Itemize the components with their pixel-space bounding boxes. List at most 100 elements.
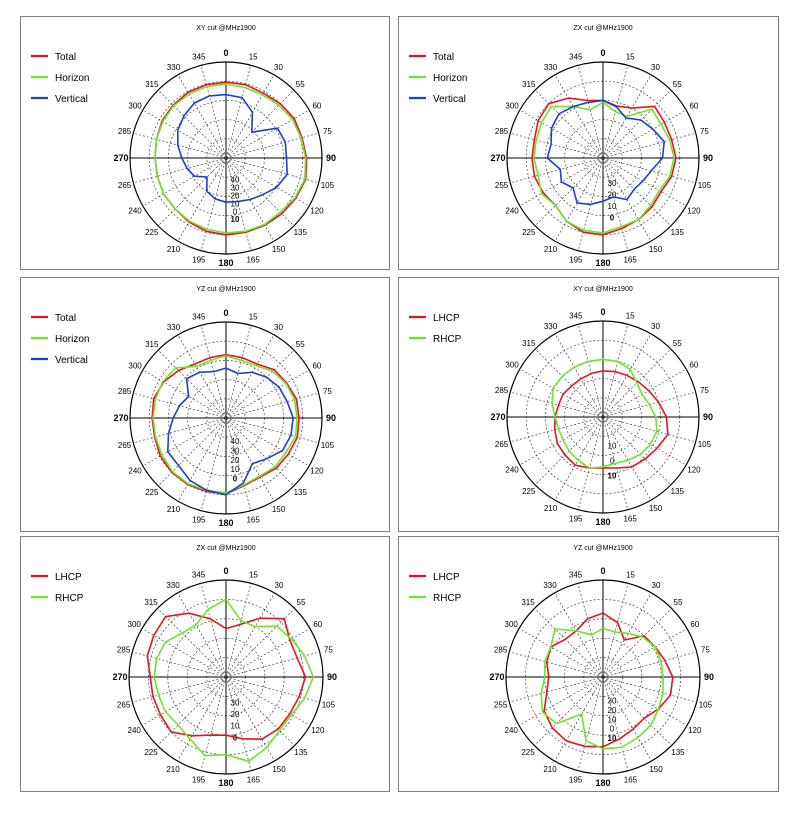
grid-spoke	[133, 157, 227, 184]
angle-label: 90	[326, 153, 336, 163]
angle-label: 330	[544, 63, 558, 72]
grid-spoke	[225, 676, 252, 771]
grid-spoke	[577, 65, 604, 159]
angle-label: 55	[674, 598, 683, 607]
grid-spoke	[225, 676, 320, 703]
angle-label: 60	[689, 361, 698, 370]
radial-tick-label: 20	[608, 191, 617, 200]
angle-label: 150	[272, 505, 286, 514]
radial-tick-label: 0	[610, 214, 615, 223]
series-trace	[531, 97, 677, 236]
grid-spoke	[602, 676, 652, 762]
grid-spoke	[577, 583, 604, 678]
grid-spoke	[510, 157, 604, 184]
legend-label: Vertical	[55, 94, 88, 105]
grid-spoke	[509, 676, 604, 703]
angle-label: 285	[118, 127, 132, 136]
angle-label: 75	[701, 646, 710, 655]
angle-label: 90	[703, 153, 713, 163]
grid-spoke	[142, 417, 227, 467]
grid-spoke	[132, 651, 227, 678]
angle-label: 135	[294, 748, 308, 757]
angle-label: 300	[128, 620, 142, 629]
grid-spoke	[602, 416, 652, 501]
chart-title: XY cut @MHz1900	[196, 25, 256, 32]
grid-spoke	[200, 676, 227, 771]
angle-label: 150	[272, 765, 286, 774]
angle-label: 55	[296, 340, 305, 349]
polar-chart-yz-cut-polarization: YZ cut @MHz1900 0 15 30 55 60 75 90 105 120 135 150…	[409, 545, 714, 788]
grid-spoke	[534, 608, 604, 678]
grid-spoke	[510, 132, 604, 159]
angle-label: 120	[310, 207, 324, 216]
series-trace	[533, 101, 675, 234]
angle-label: 265	[118, 441, 132, 450]
grid-spoke	[225, 157, 310, 207]
angle-label: 55	[297, 598, 306, 607]
legend-label: Total	[55, 313, 76, 324]
grid-spoke	[142, 157, 227, 207]
grid-spoke	[602, 89, 672, 159]
angle-label: 300	[505, 102, 519, 111]
angle-label: 265	[117, 700, 131, 709]
grid-spoke	[133, 417, 227, 444]
angle-label: 265	[118, 181, 132, 190]
radial-tick-label: 40	[231, 437, 240, 446]
grid-spoke	[225, 369, 310, 419]
grid-spoke	[157, 417, 227, 487]
angle-label: 0	[223, 48, 228, 58]
angle-label: 15	[249, 571, 258, 580]
angle-label: 30	[651, 322, 660, 331]
grid-spoke	[225, 132, 319, 159]
radial-tick-label: 30	[608, 696, 617, 705]
radial-tick-label: 40	[231, 176, 240, 185]
radial-tick-label: 10	[231, 199, 240, 208]
grid-spoke	[142, 369, 227, 419]
polar-chart-zx-cut-polarization: ZX cut @MHz1900 0 15 30 55 60 75 90 105 120 135 150…	[31, 545, 337, 788]
grid-spoke	[554, 592, 604, 678]
grid-spoke	[554, 157, 604, 242]
angle-label: 180	[595, 258, 610, 268]
radial-tick-label: 20	[608, 706, 617, 715]
grid-spoke	[602, 676, 697, 703]
radial-tick-label: 10	[608, 442, 617, 451]
grid-spoke	[518, 628, 604, 678]
angle-label: 195	[192, 775, 206, 784]
grid-spoke	[157, 608, 227, 678]
grid-spoke	[225, 592, 275, 678]
grid-spoke	[225, 157, 295, 227]
angle-label: 195	[569, 514, 583, 523]
legend-label: LHCP	[433, 313, 460, 324]
grid-spoke	[225, 417, 295, 487]
angle-label: 210	[167, 245, 181, 254]
grid-spoke	[157, 676, 227, 746]
angle-label: 15	[249, 313, 258, 322]
grid-spoke	[141, 676, 227, 726]
chart-title: ZX cut @MHz1900	[196, 545, 255, 552]
angle-label: 75	[323, 127, 332, 136]
angle-label: 90	[326, 413, 336, 423]
angle-label: 225	[522, 487, 536, 496]
angle-label: 225	[145, 228, 159, 237]
angle-label: 210	[544, 245, 558, 254]
polar-grid	[506, 320, 700, 514]
angle-label: 240	[505, 466, 519, 475]
angle-label: 105	[322, 700, 336, 709]
grid-spoke	[534, 676, 604, 746]
angle-label: 90	[703, 412, 713, 422]
polar-chart-xy-cut-polarization: XY cut @MHz1900 0 15 30 55 60 75 90 105 120 135 150…	[409, 286, 713, 527]
grid-spoke	[225, 676, 295, 746]
angle-label: 195	[192, 255, 206, 264]
series-trace	[167, 367, 295, 496]
angle-label: 15	[249, 53, 258, 62]
grid-spoke	[225, 417, 319, 444]
grid-spoke	[602, 132, 696, 159]
radial-tick-label: 0	[233, 207, 238, 216]
angle-label: 195	[192, 515, 206, 524]
angle-label: 270	[489, 672, 504, 682]
grid-spoke	[602, 676, 629, 771]
angle-label: 90	[704, 672, 714, 682]
chart-title: YZ cut @MHz1900	[573, 545, 632, 552]
grid-spoke	[157, 349, 227, 419]
angle-label: 345	[192, 53, 206, 62]
